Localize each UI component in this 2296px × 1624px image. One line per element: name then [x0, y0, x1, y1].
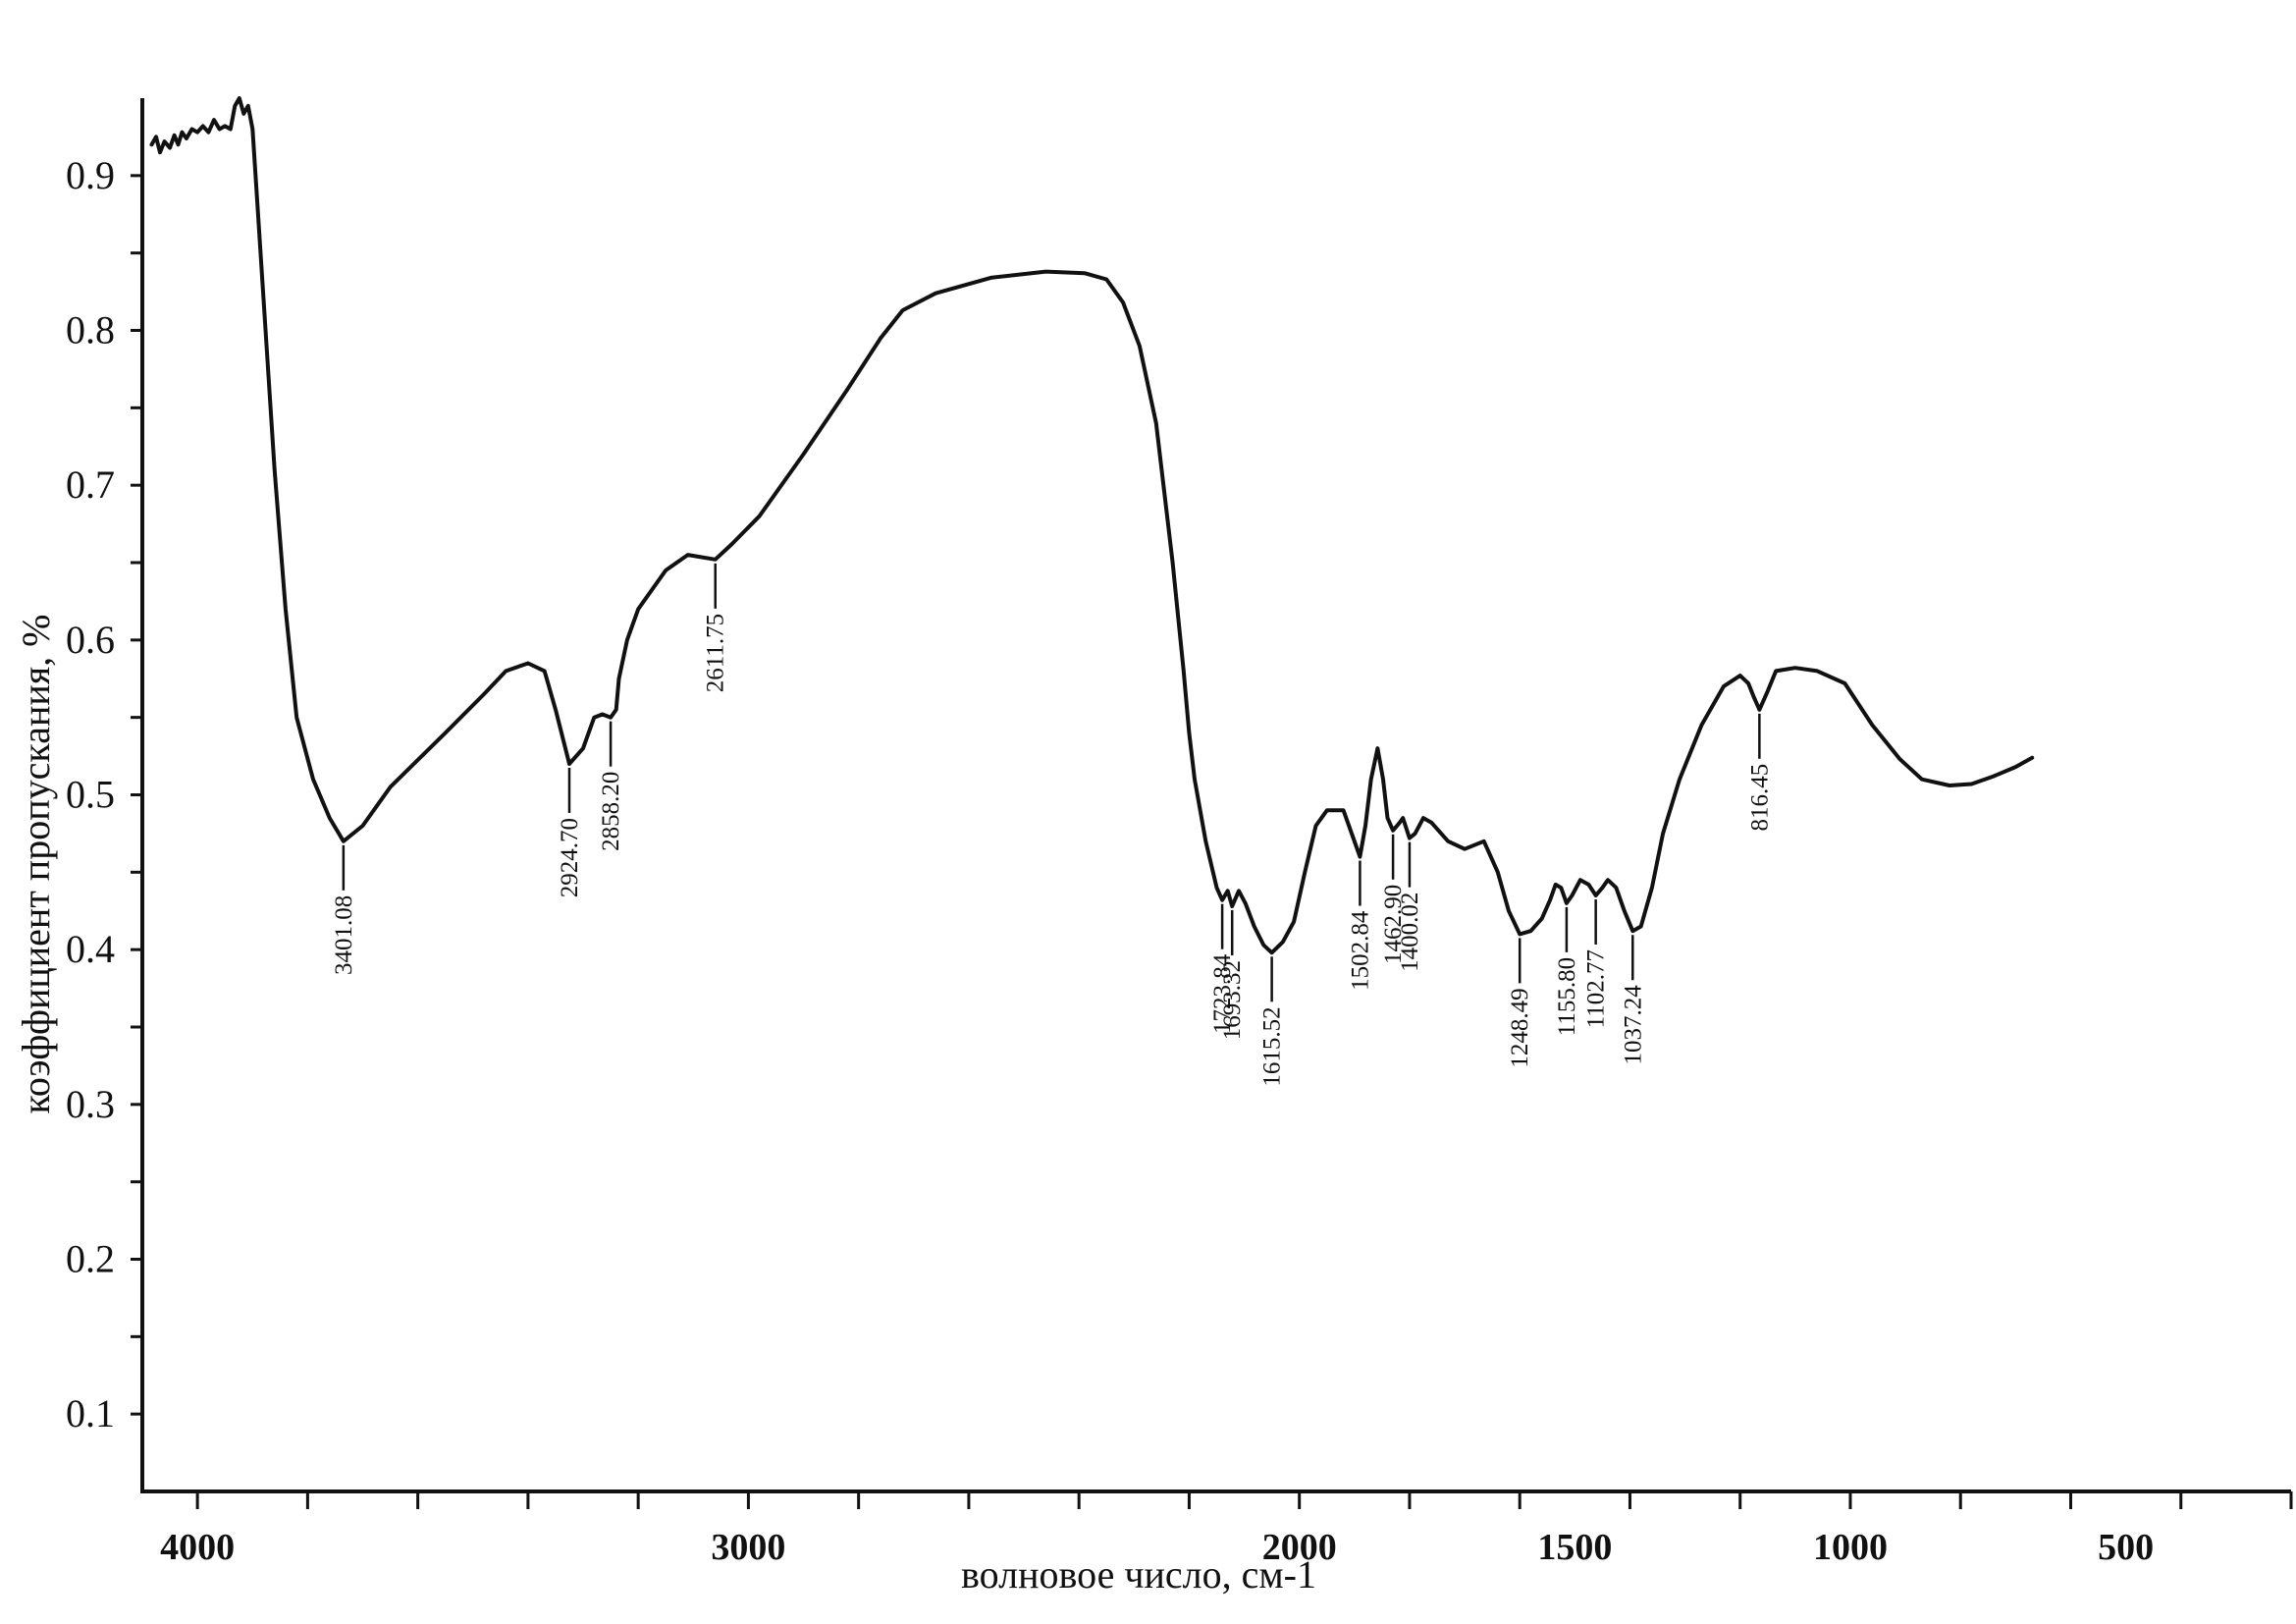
- y-tick-label: 0.3: [66, 1082, 115, 1126]
- peak-label: 1037.24: [1620, 985, 1646, 1065]
- peak-label: 3401.08: [331, 895, 357, 975]
- peak-label: 1155.80: [1554, 957, 1580, 1036]
- y-axis-title: коэффициент пропускания, %: [14, 615, 58, 1114]
- y-tick-label: 0.1: [66, 1391, 115, 1435]
- y-tick-label: 0.4: [66, 927, 115, 971]
- x-tick-label: 4000: [160, 1527, 235, 1568]
- peak-label: 2611.75: [703, 614, 729, 692]
- y-tick-label: 0.2: [66, 1237, 115, 1281]
- spectrum-line: [149, 96, 2035, 955]
- x-tick-label: 3000: [711, 1527, 785, 1568]
- y-tick-label: 0.6: [66, 618, 115, 662]
- peak-label: 1502.84: [1347, 910, 1373, 991]
- peak-label: 2858.20: [598, 772, 624, 851]
- y-tick-label: 0.8: [66, 308, 115, 352]
- peak-label: 1102.77: [1583, 949, 1610, 1028]
- x-tick-label: 1000: [1813, 1527, 1888, 1568]
- x-axis-title: волновое число, см-1: [961, 1552, 1316, 1597]
- peak-label: 816.45: [1746, 764, 1773, 832]
- x-tick-label: 2000: [1262, 1527, 1337, 1568]
- peak-label: 2924.70: [557, 818, 583, 897]
- peak-label: 1400.02: [1397, 893, 1423, 972]
- x-tick-label: 1500: [1537, 1527, 1612, 1568]
- plot-area: 0.1 0.2 0.3 0.4 0.5 0.6 0.7 0.8 0.9 4000 3000 2000 1…: [66, 96, 2293, 1568]
- peak-label: 1693.32: [1219, 960, 1246, 1040]
- peak-label: 1248.49: [1507, 988, 1533, 1067]
- x-tick-label: 500: [2098, 1527, 2154, 1568]
- y-tick-label: 0.5: [66, 773, 115, 817]
- y-tick-label: 0.7: [66, 462, 115, 507]
- peak-label: 1462.90: [1380, 885, 1407, 964]
- peak-label: 1723.84: [1209, 953, 1236, 1034]
- peak-label: 1615.52: [1259, 1006, 1286, 1086]
- y-tick-label: 0.9: [66, 153, 115, 197]
